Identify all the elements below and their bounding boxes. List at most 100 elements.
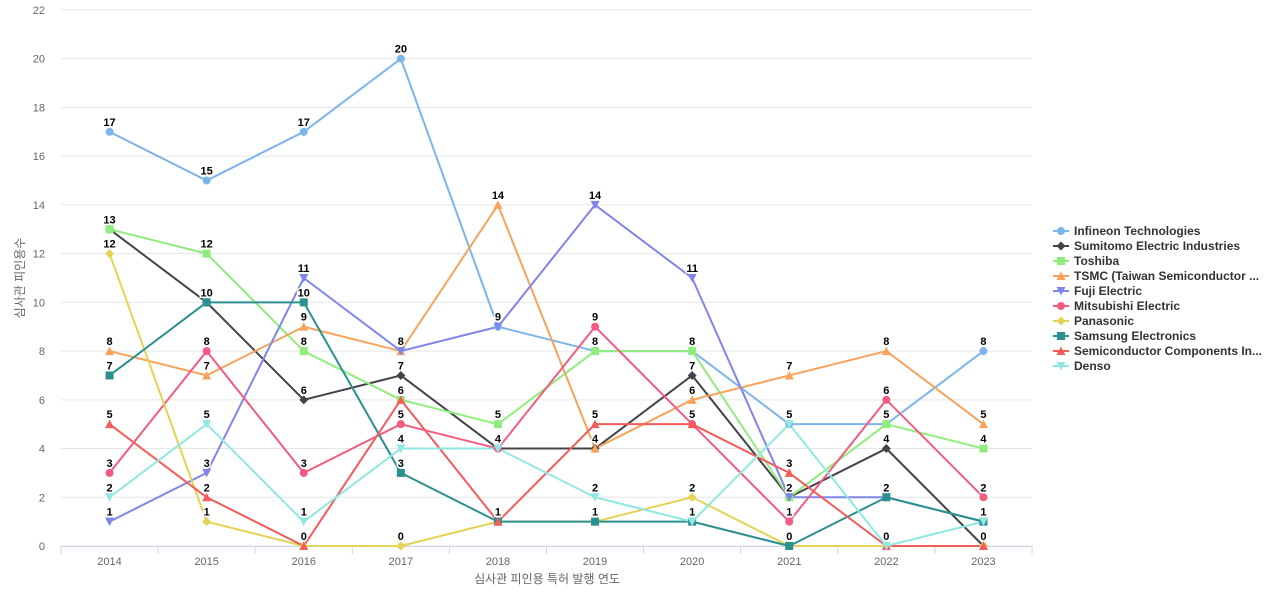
legend-label: Sumitomo Electric Industries	[1074, 239, 1240, 253]
data-label: 3	[786, 458, 792, 470]
data-point	[687, 517, 697, 527]
legend-item[interactable]: Samsung Electronics	[1053, 329, 1196, 343]
data-label: 1	[592, 507, 598, 519]
data-point	[202, 370, 212, 380]
data-label: 1	[106, 507, 112, 519]
legend-item[interactable]: Fuji Electric	[1053, 284, 1142, 298]
data-label: 7	[106, 360, 112, 372]
y-tick-label: 14	[33, 200, 45, 212]
data-point	[105, 127, 114, 136]
y-tick-label: 20	[33, 54, 45, 66]
data-label: 17	[103, 117, 115, 129]
y-tick-label: 6	[39, 395, 45, 407]
data-point	[396, 444, 406, 454]
legend-item[interactable]: Sumitomo Electric Industries	[1053, 239, 1240, 253]
data-label: 10	[298, 287, 310, 299]
data-point	[299, 541, 309, 550]
legend-item[interactable]: Toshiba	[1053, 254, 1119, 268]
data-point	[785, 542, 794, 550]
data-label: 8	[689, 336, 695, 348]
data-label: 8	[398, 336, 404, 348]
data-label: 8	[883, 336, 889, 348]
data-label: 8	[980, 336, 986, 348]
data-point	[202, 420, 212, 429]
data-label: 7	[786, 360, 792, 372]
data-point	[881, 346, 891, 356]
legend-item[interactable]: Denso	[1053, 359, 1111, 373]
legend-marker	[1057, 332, 1065, 340]
data-label: 11	[298, 263, 310, 275]
data-label: 6	[398, 385, 404, 397]
data-point	[105, 493, 115, 502]
data-point	[299, 322, 309, 331]
data-point	[688, 347, 697, 356]
legend-label: Mitsubishi Electric	[1074, 299, 1180, 313]
legend-item[interactable]: Mitsubishi Electric	[1053, 299, 1180, 313]
data-point	[978, 541, 988, 550]
x-axis-title: 심사관 피인용 특허 발행 연도	[474, 571, 620, 586]
data-point	[687, 492, 697, 502]
data-label: 8	[689, 336, 695, 348]
data-label: 5	[689, 409, 695, 421]
series-line	[108, 57, 985, 426]
data-label: 2	[883, 482, 889, 494]
data-point	[493, 200, 503, 209]
y-tick-label: 18	[33, 102, 45, 114]
legend-label: TSMC (Taiwan Semiconductor ...	[1074, 269, 1259, 283]
data-point	[299, 517, 309, 527]
data-point	[881, 444, 891, 454]
x-tick-label: 2018	[486, 556, 510, 568]
data-label: 5	[786, 409, 792, 421]
data-label: 0	[398, 531, 404, 543]
data-label: 13	[103, 214, 115, 226]
data-point	[687, 274, 697, 283]
data-label: 0	[786, 531, 792, 543]
data-label: 12	[201, 239, 213, 251]
data-point	[105, 225, 114, 234]
data-label: 5	[592, 409, 598, 421]
legend-label: Fuji Electric	[1074, 284, 1142, 298]
x-tick-label: 2014	[97, 556, 121, 568]
data-label: 7	[689, 360, 695, 372]
data-label: 14	[492, 190, 505, 202]
data-label: 0	[883, 531, 889, 543]
data-label: 4	[592, 434, 599, 446]
data-point	[493, 444, 503, 454]
data-label: 4	[398, 434, 405, 446]
x-tick-label: 2019	[583, 556, 607, 568]
data-point	[785, 517, 794, 526]
legend-item[interactable]: Panasonic	[1053, 314, 1134, 328]
data-label: 4	[592, 434, 599, 446]
data-label: 5	[106, 409, 112, 421]
data-point	[396, 54, 405, 63]
legend-item[interactable]: Infineon Technologies	[1053, 224, 1201, 238]
data-label: 8	[301, 336, 307, 348]
legend-item[interactable]: TSMC (Taiwan Semiconductor ...	[1053, 269, 1259, 283]
data-label: 1	[592, 507, 598, 519]
data-label: 1	[301, 507, 307, 519]
data-label: 0	[883, 531, 889, 543]
data-point	[396, 395, 406, 404]
data-label: 10	[201, 287, 213, 299]
data-label: 1	[495, 507, 501, 519]
data-point	[881, 542, 891, 551]
y-tick-label: 8	[39, 346, 45, 358]
data-label: 6	[883, 385, 889, 397]
data-point	[784, 468, 794, 477]
series-line	[108, 423, 985, 547]
data-point	[590, 419, 600, 429]
data-point	[590, 493, 600, 502]
data-point	[105, 371, 114, 380]
data-point	[493, 420, 502, 429]
legend-item[interactable]: Semiconductor Components In...	[1053, 344, 1262, 358]
data-point	[978, 517, 988, 527]
data-label: 20	[395, 44, 407, 56]
legend-label: Toshiba	[1074, 254, 1119, 268]
series-line	[108, 325, 985, 523]
data-label: 5	[883, 409, 889, 421]
y-tick-label: 4	[39, 444, 45, 456]
